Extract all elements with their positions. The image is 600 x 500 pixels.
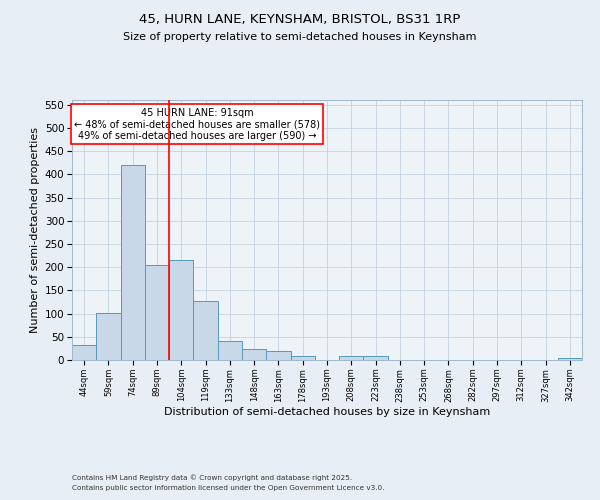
- Bar: [72, 344, 96, 360]
- Text: Contains public sector information licensed under the Open Government Licence v3: Contains public sector information licen…: [72, 485, 385, 491]
- Bar: [339, 356, 364, 360]
- Text: 45, HURN LANE, KEYNSHAM, BRISTOL, BS31 1RP: 45, HURN LANE, KEYNSHAM, BRISTOL, BS31 1…: [139, 12, 461, 26]
- Text: Size of property relative to semi-detached houses in Keynsham: Size of property relative to semi-detach…: [123, 32, 477, 42]
- Bar: [242, 350, 266, 360]
- Bar: [290, 356, 315, 360]
- Text: 45 HURN LANE: 91sqm
← 48% of semi-detached houses are smaller (578)
49% of semi-: 45 HURN LANE: 91sqm ← 48% of semi-detach…: [74, 108, 320, 141]
- Bar: [558, 358, 582, 360]
- Bar: [96, 312, 121, 360]
- Bar: [121, 165, 145, 360]
- Bar: [145, 265, 169, 360]
- Bar: [169, 260, 193, 360]
- X-axis label: Distribution of semi-detached houses by size in Keynsham: Distribution of semi-detached houses by …: [164, 407, 490, 417]
- Bar: [193, 300, 218, 360]
- Bar: [266, 350, 290, 360]
- Text: Contains HM Land Registry data © Crown copyright and database right 2025.: Contains HM Land Registry data © Crown c…: [72, 474, 352, 481]
- Bar: [218, 342, 242, 360]
- Y-axis label: Number of semi-detached properties: Number of semi-detached properties: [31, 127, 40, 333]
- Bar: [364, 356, 388, 360]
